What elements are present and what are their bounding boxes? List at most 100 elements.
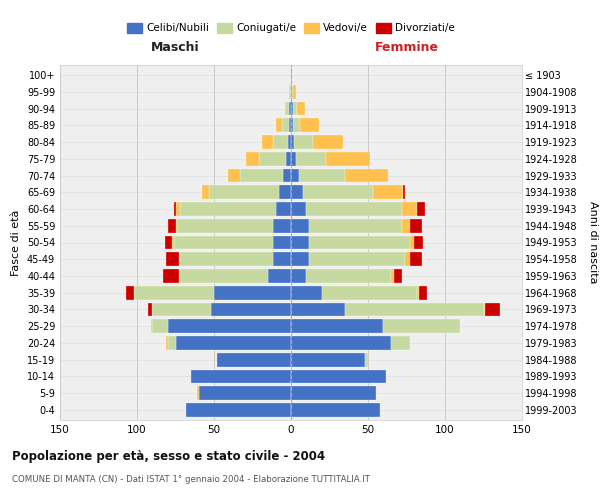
Bar [484,302,485,316]
Bar [247,152,259,166]
Bar [211,302,291,316]
Bar [174,202,176,216]
Bar [291,386,376,400]
Bar [166,252,179,266]
Bar [285,102,289,116]
Bar [240,168,283,182]
Bar [296,152,326,166]
Bar [307,269,391,283]
Bar [282,118,289,132]
Bar [174,236,272,250]
Bar [289,118,291,132]
Bar [180,202,275,216]
Bar [402,219,410,232]
Bar [268,269,291,283]
Bar [278,186,291,199]
Bar [322,286,417,300]
Bar [291,236,310,250]
Bar [214,286,291,300]
Bar [151,320,152,333]
Bar [197,386,199,400]
Bar [289,102,291,116]
Bar [291,286,322,300]
Text: Femmine: Femmine [374,42,439,54]
Bar [283,168,291,182]
Bar [391,336,410,350]
Bar [383,320,460,333]
Bar [177,219,272,232]
Bar [291,370,386,384]
Bar [272,135,288,149]
Bar [291,186,304,199]
Bar [209,186,278,199]
Bar [291,118,293,132]
Bar [152,320,168,333]
Bar [179,269,268,283]
Bar [291,320,383,333]
Bar [166,336,168,350]
Bar [291,336,391,350]
Bar [176,202,180,216]
Bar [417,202,425,216]
Bar [391,269,394,283]
Bar [217,353,291,366]
Bar [172,236,174,250]
Bar [152,302,211,316]
Bar [176,336,291,350]
Bar [394,269,402,283]
Bar [345,302,484,316]
Text: Popolazione per età, sesso e stato civile - 2004: Popolazione per età, sesso e stato civil… [12,450,325,463]
Bar [310,252,405,266]
Bar [286,152,291,166]
Bar [176,219,177,232]
Bar [272,236,291,250]
Bar [405,252,410,266]
Bar [326,152,370,166]
Bar [410,236,414,250]
Bar [199,386,291,400]
Bar [293,85,296,98]
Bar [291,252,310,266]
Bar [402,202,417,216]
Bar [291,219,310,232]
Bar [275,118,282,132]
Bar [180,252,272,266]
Bar [291,302,345,316]
Bar [345,168,388,182]
Y-axis label: Anni di nascita: Anni di nascita [589,201,598,284]
Bar [293,102,297,116]
Bar [291,85,293,98]
Bar [291,403,380,417]
Bar [291,353,365,366]
Bar [403,186,405,199]
Bar [272,219,291,232]
Bar [272,252,291,266]
Bar [485,302,500,316]
Bar [297,102,305,116]
Bar [294,135,313,149]
Text: COMUNE DI MANTA (CN) - Dati ISTAT 1° gennaio 2004 - Elaborazione TUTTITALIA.IT: COMUNE DI MANTA (CN) - Dati ISTAT 1° gen… [12,475,370,484]
Bar [417,286,419,300]
Bar [262,135,272,149]
Bar [259,152,286,166]
Bar [163,269,179,283]
Bar [410,252,422,266]
Bar [373,186,403,199]
Bar [304,186,373,199]
Bar [419,286,427,300]
Bar [179,252,180,266]
Bar [148,302,152,316]
Bar [313,135,343,149]
Bar [291,168,299,182]
Bar [291,269,307,283]
Bar [300,118,319,132]
Bar [299,168,345,182]
Bar [191,370,291,384]
Y-axis label: Fasce di età: Fasce di età [11,210,21,276]
Bar [291,152,296,166]
Bar [414,236,424,250]
Bar [186,403,291,417]
Bar [275,202,291,216]
Bar [307,202,402,216]
Text: Maschi: Maschi [151,42,200,54]
